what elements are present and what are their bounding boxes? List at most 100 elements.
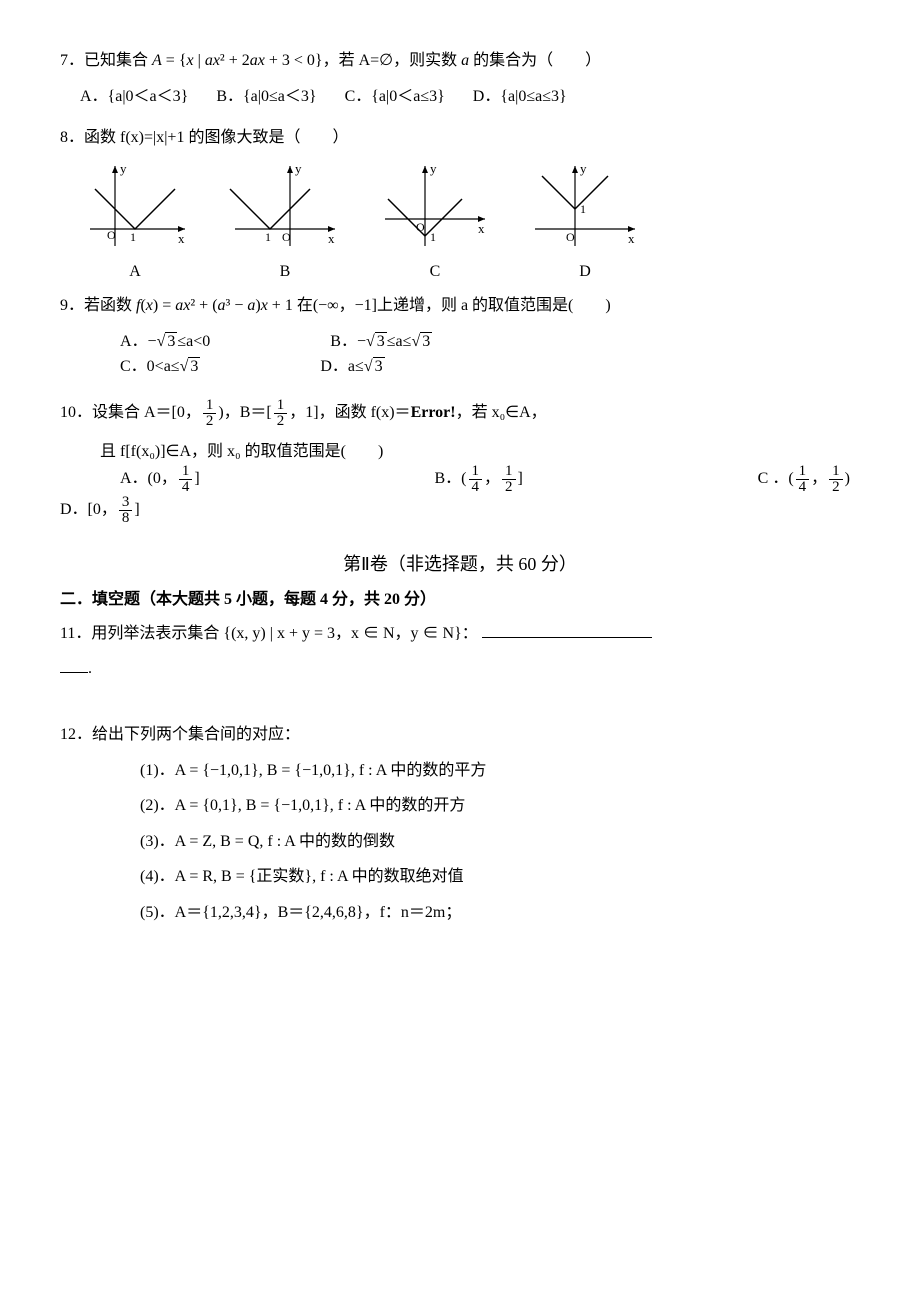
q-n1: 1 <box>179 464 193 480</box>
h-n4: 1 <box>829 464 843 480</box>
q9-opt-a: A．− 3≤a<0 <box>120 329 210 355</box>
q8-graph-d: O 1 x y D <box>530 161 640 285</box>
q11-dot: . <box>88 660 92 677</box>
h-d3: 2 <box>502 480 516 495</box>
q9-opt-d: D．a≤ 3 <box>320 354 384 380</box>
one-label: 1 <box>265 230 271 244</box>
q10-error: Error! <box>411 404 456 421</box>
y-label: y <box>295 161 302 176</box>
origin-label: O <box>282 230 291 244</box>
q7-opt-d: D．{a|0≤a≤3} <box>473 84 567 110</box>
half-n2: 1 <box>274 398 288 414</box>
q9c-pre: C．0<a≤ <box>120 358 180 375</box>
q12-item-1: (1)．A = {−1,0,1}, B = {−1,0,1}, f : A 中的… <box>140 758 860 784</box>
q10-mid: )，B＝[ <box>218 404 271 421</box>
sqrt3b1: 3 <box>375 332 387 350</box>
sqrt3d: 3 <box>373 357 385 375</box>
q10-opt-d: D．[0，38] <box>60 495 860 526</box>
q9-opts-row2: C．0<a≤ 3 D．a≤ 3 <box>120 354 860 380</box>
q8-label-c: C <box>380 259 490 285</box>
sqrt3c: 3 <box>188 357 200 375</box>
q10a-pre: A．(0， <box>120 471 177 488</box>
q9b-mid: ≤a≤ <box>387 333 412 350</box>
t8-d: 8 <box>119 511 133 526</box>
q10-opt-b: B．(14，12] <box>435 464 523 495</box>
q10b-mid: ， <box>484 471 500 488</box>
q11-dot-line: . <box>60 656 860 682</box>
q10-tail: ，若 x₀∈A， <box>456 404 547 421</box>
q7-options: A．{a|0＜a＜3} B．{a|0≤a＜3} C．{a|0＜a≤3} D．{a… <box>80 84 860 110</box>
origin-label: O <box>416 220 425 234</box>
q10b-pre: B．( <box>435 471 467 488</box>
q12-text: 12．给出下列两个集合间的对应： <box>60 722 860 748</box>
h-d4: 2 <box>829 480 843 495</box>
q10d-post: ] <box>134 502 139 519</box>
q9-text: 9．若函数 f(x) = ax² + (a³ − a)x + 1 在(−∞，−1… <box>60 293 860 319</box>
q10-post: ，1]，函数 f(x)＝ <box>289 404 410 421</box>
q11-small-blank <box>60 672 88 673</box>
q-d3: 4 <box>796 480 810 495</box>
q11-blank <box>482 637 652 638</box>
q12-item-3: (3)．A = Z, B = Q, f : A 中的数的倒数 <box>140 829 860 855</box>
x-label: x <box>628 231 635 246</box>
q9b-pre: B．− <box>330 333 366 350</box>
q10a-post: ] <box>194 471 199 488</box>
q11-text: 11．用列举法表示集合 {(x, y) | x + y = 3，x ∈ N，y … <box>60 621 860 647</box>
q12-item-5: (5)．A＝{1,2,3,4}，B＝{2,4,6,8}，f：n＝2m； <box>140 900 860 926</box>
q8-graphs: O 1 x y A O 1 x y B O 1 <box>80 161 860 285</box>
q7-opt-c: C．{a|0＜a≤3} <box>345 84 445 110</box>
one-label: 1 <box>430 230 436 244</box>
q10-opt-c: C ．(14，12) <box>758 464 850 495</box>
q9-opt-b: B．−3≤a≤3 <box>330 329 432 355</box>
y-label: y <box>430 161 437 176</box>
q-d1: 4 <box>179 480 193 495</box>
section2-sub: 二．填空题（本大题共 5 小题，每题 4 分，共 20 分） <box>60 587 860 613</box>
q9d-pre: D．a≤ <box>320 358 363 375</box>
q8-graph-a: O 1 x y A <box>80 161 190 285</box>
one-label: 1 <box>580 202 586 216</box>
q-n3: 1 <box>796 464 810 480</box>
q8-label-d: D <box>530 259 640 285</box>
q8-label-a: A <box>80 259 190 285</box>
q9-post: 在(−∞，−1]上递增，则 a 的取值范围是( ) <box>293 297 611 314</box>
q10-line1: 10．设集合 A＝[0，12)，B＝[12，1]，函数 f(x)＝Error!，… <box>60 398 860 429</box>
sqrt3: 3 <box>165 332 177 350</box>
q10-opts-row: A．(0，14] B．(14，12] C ．(14，12) <box>120 464 850 495</box>
q12-item-2: (2)．A = {0,1}, B = {−1,0,1}, f : A 中的数的开… <box>140 793 860 819</box>
q10c-post: ) <box>845 471 850 488</box>
x-label: x <box>478 221 485 236</box>
t8-n: 3 <box>119 495 133 511</box>
q10-opt-a: A．(0，14] <box>120 464 200 495</box>
x-label: x <box>178 231 185 246</box>
q9a-pre: A．− <box>120 333 157 350</box>
sqrt3b2: 3 <box>420 332 432 350</box>
q10c-mid: ， <box>811 471 827 488</box>
half-d1: 2 <box>203 414 217 429</box>
q8-text: 8．函数 f(x)=|x|+1 的图像大致是（ ） <box>60 125 860 151</box>
q9-pre: 9．若函数 <box>60 297 136 314</box>
q7-opt-b: B．{a|0≤a＜3} <box>216 84 316 110</box>
one-label: 1 <box>130 230 136 244</box>
section2-title: 第Ⅱ卷（非选择题，共 60 分） <box>60 550 860 579</box>
q8-graph-c: O 1 x y C <box>380 161 490 285</box>
half-n1: 1 <box>203 398 217 414</box>
q-d2: 4 <box>469 480 483 495</box>
y-label: y <box>120 161 127 176</box>
q8-label-b: B <box>230 259 340 285</box>
q10c-pre: C ．( <box>758 471 794 488</box>
q7-opt-a: A．{a|0＜a＜3} <box>80 84 188 110</box>
origin-label: O <box>107 228 116 242</box>
q12-item-4: (4)．A = R, B = {正实数}, f : A 中的数取绝对值 <box>140 864 860 890</box>
q10d-pre: D．[0， <box>60 502 117 519</box>
q10b-post: ] <box>518 471 523 488</box>
q9-opt-c: C．0<a≤ 3 <box>120 354 200 380</box>
q9a-mid: ≤a<0 <box>177 333 210 350</box>
x-label: x <box>328 231 335 246</box>
q11-label: 11．用列举法表示集合 {(x, y) | x + y = 3，x ∈ N，y … <box>60 625 478 642</box>
q10-pre: 10．设集合 A＝[0， <box>60 404 201 421</box>
half-d2: 2 <box>274 414 288 429</box>
origin-label: O <box>566 230 575 244</box>
y-label: y <box>580 161 587 176</box>
q9-opts-row1: A．−3≤a<0 B．−3≤a≤3 <box>120 329 860 355</box>
h-n3: 1 <box>502 464 516 480</box>
